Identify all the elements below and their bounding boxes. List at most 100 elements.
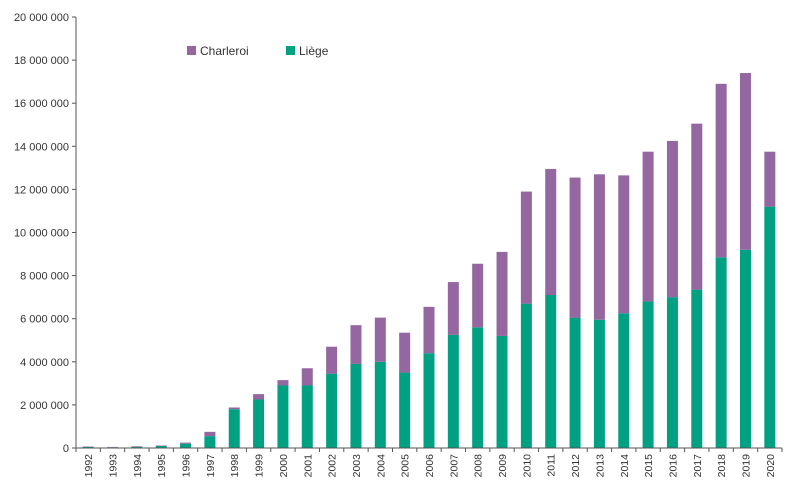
x-tick-label: 1999 xyxy=(254,454,266,478)
bar-liege-1995 xyxy=(155,445,167,448)
legend-swatch-charleroi xyxy=(187,46,196,55)
bar-charleroi-2004 xyxy=(374,317,386,362)
bar-charleroi-2016 xyxy=(666,140,678,298)
x-tick-label: 1992 xyxy=(83,454,95,478)
bar-liege-2004 xyxy=(374,361,386,448)
y-tick-label: 18 000 000 xyxy=(14,55,69,67)
bar-liege-2010 xyxy=(520,303,532,448)
bar-charleroi-2011 xyxy=(545,168,557,295)
x-tick-label: 2000 xyxy=(278,454,290,478)
bar-liege-1998 xyxy=(228,409,240,448)
bar-liege-2013 xyxy=(593,319,605,448)
x-tick-label: 1998 xyxy=(229,454,241,478)
bar-charleroi-2014 xyxy=(618,175,630,314)
x-axis: 1992 1993 1994 1995 1996 1997 1998 1999 2000 2001… xyxy=(75,447,783,478)
x-tick-label: 2001 xyxy=(302,454,314,478)
bar-liege-1992 xyxy=(82,446,94,448)
x-tick-label: 2020 xyxy=(765,454,777,478)
bar-liege-2002 xyxy=(326,373,338,448)
y-axis: 0 2 000 000 4 000 000 6 000 000 8 000 000 10 … xyxy=(14,12,77,455)
bar-liege-2012 xyxy=(569,317,581,448)
bar-liege-1996 xyxy=(180,443,192,448)
bar-charleroi-2001 xyxy=(301,368,313,386)
y-tick-label: 0 xyxy=(63,443,69,455)
x-tick-label: 2015 xyxy=(643,454,655,478)
x-tick-label: 2018 xyxy=(716,454,728,478)
x-tick-label: 1995 xyxy=(156,454,168,478)
bar-charleroi-1997 xyxy=(204,431,216,437)
bar-liege-1994 xyxy=(131,446,143,448)
bar-liege-2020 xyxy=(764,206,776,448)
x-tick-label: 2002 xyxy=(327,454,339,478)
bars xyxy=(82,73,776,448)
bar-charleroi-2013 xyxy=(593,174,605,320)
bar-charleroi-2019 xyxy=(739,73,751,250)
bar-liege-2009 xyxy=(496,335,508,448)
x-tick-label: 1997 xyxy=(205,454,217,478)
bar-liege-2018 xyxy=(715,257,727,448)
bar-charleroi-1994 xyxy=(131,446,143,447)
x-tick-label: 2004 xyxy=(375,454,387,478)
bar-charleroi-2002 xyxy=(326,346,338,374)
bar-charleroi-2009 xyxy=(496,251,508,336)
x-tick-label: 2006 xyxy=(424,454,436,478)
bar-charleroi-2008 xyxy=(472,263,484,328)
bar-charleroi-1998 xyxy=(228,407,240,410)
bar-charleroi-2000 xyxy=(277,380,289,386)
bar-liege-1997 xyxy=(204,436,216,448)
x-tick-label: 2017 xyxy=(692,454,704,478)
bar-liege-2014 xyxy=(618,313,630,448)
bar-liege-1999 xyxy=(253,399,265,448)
x-tick-label: 2012 xyxy=(570,454,582,478)
bar-liege-2011 xyxy=(545,295,557,448)
bar-charleroi-2012 xyxy=(569,177,581,318)
x-tick-label: 2007 xyxy=(448,454,460,478)
legend: Charleroi Liège xyxy=(187,44,329,58)
bar-liege-2015 xyxy=(642,301,654,448)
x-tick-label: 2013 xyxy=(594,454,606,478)
x-tick-label: 1996 xyxy=(181,454,193,478)
bar-liege-2016 xyxy=(666,297,678,448)
x-tick-label: 2011 xyxy=(546,454,558,477)
bar-charleroi-1996 xyxy=(180,442,192,444)
bar-charleroi-2006 xyxy=(423,306,435,354)
y-tick-label: 20 000 000 xyxy=(14,12,69,24)
bar-liege-2007 xyxy=(447,334,459,448)
bar-liege-2003 xyxy=(350,363,362,448)
bar-charleroi-2003 xyxy=(350,325,362,364)
legend-swatch-liege xyxy=(286,46,295,55)
bar-liege-2000 xyxy=(277,385,289,448)
x-tick-label: 2014 xyxy=(619,454,631,478)
y-tick-label: 12 000 000 xyxy=(14,184,69,196)
y-tick-label: 6 000 000 xyxy=(20,314,69,326)
bar-liege-2006 xyxy=(423,353,435,448)
legend-label-charleroi: Charleroi xyxy=(200,44,249,58)
bar-charleroi-2017 xyxy=(691,123,703,290)
x-tick-label: 2009 xyxy=(497,454,509,478)
x-tick-label: 2003 xyxy=(351,454,363,478)
x-tick-label: 2019 xyxy=(740,454,752,478)
bar-liege-2017 xyxy=(691,289,703,448)
y-tick-label: 4 000 000 xyxy=(20,357,69,369)
y-tick-label: 2 000 000 xyxy=(20,400,69,412)
y-tick-label: 10 000 000 xyxy=(14,228,69,240)
x-tick-label: 1994 xyxy=(132,454,144,478)
y-tick-label: 8 000 000 xyxy=(20,271,69,283)
bar-liege-2005 xyxy=(399,372,411,448)
legend-label-liege: Liège xyxy=(299,44,329,58)
x-tick-label: 2016 xyxy=(667,454,679,478)
bar-charleroi-2015 xyxy=(642,151,654,302)
bar-charleroi-2010 xyxy=(520,191,532,304)
bar-liege-2008 xyxy=(472,327,484,448)
bar-charleroi-1999 xyxy=(253,394,265,400)
y-tick-label: 14 000 000 xyxy=(14,141,69,153)
x-tick-label: 1993 xyxy=(108,454,120,478)
bar-charleroi-2005 xyxy=(399,332,411,373)
bar-charleroi-2018 xyxy=(715,83,727,258)
x-tick-label: 2010 xyxy=(521,454,533,478)
bar-liege-2019 xyxy=(739,249,751,448)
x-tick-label: 2005 xyxy=(400,454,412,478)
x-tick-label: 2008 xyxy=(473,454,485,478)
bar-charleroi-2007 xyxy=(447,282,459,335)
